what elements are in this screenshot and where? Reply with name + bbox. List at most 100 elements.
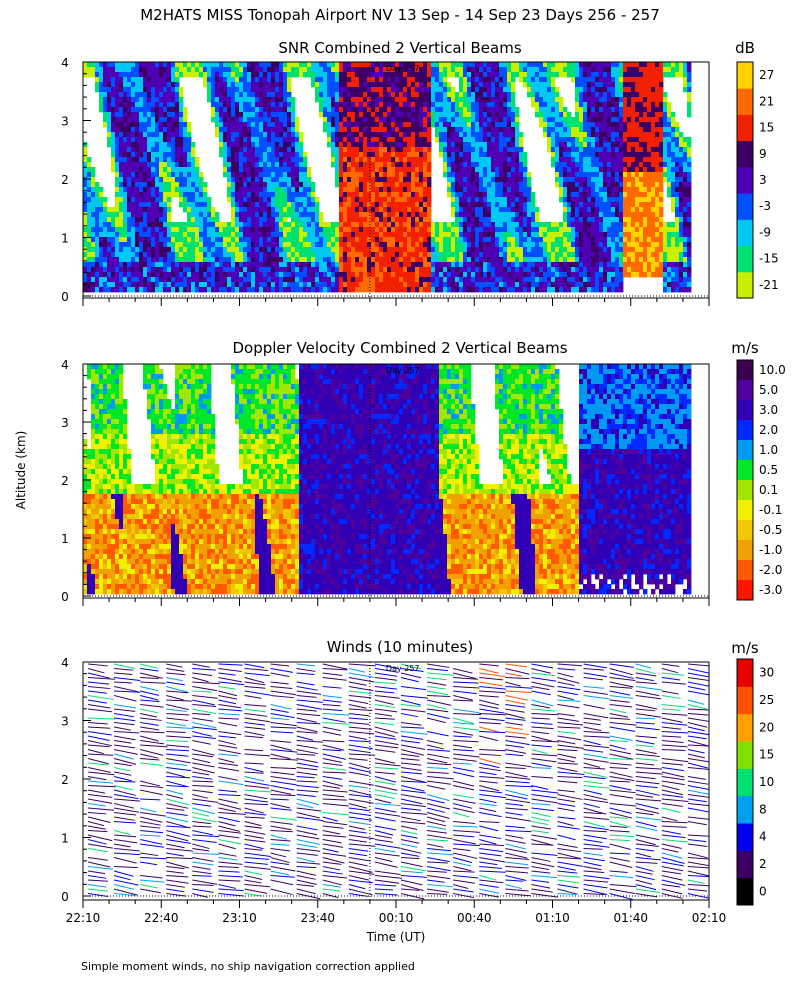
heatmap-cell <box>331 92 336 98</box>
heatmap-cell <box>103 287 108 293</box>
heatmap-cell <box>327 142 332 148</box>
heatmap-cell <box>119 152 124 158</box>
heatmap-cell <box>343 152 348 158</box>
heatmap-cell <box>259 137 264 143</box>
heatmap-cell <box>355 152 360 158</box>
heatmap-cell <box>359 122 364 128</box>
heatmap-cell <box>523 202 528 208</box>
heatmap-cell <box>127 187 132 193</box>
heatmap-cell <box>443 172 448 178</box>
heatmap-cell <box>363 152 368 158</box>
heatmap-cell <box>475 97 480 103</box>
heatmap-cell <box>87 67 92 73</box>
heatmap-cell <box>395 252 400 258</box>
heatmap-cell <box>243 262 248 268</box>
heatmap-cell <box>139 187 144 193</box>
heatmap-cell <box>107 227 112 233</box>
heatmap-cell <box>391 167 396 173</box>
heatmap-cell <box>335 287 340 293</box>
heatmap-cell <box>407 242 412 248</box>
heatmap-cell <box>383 157 388 163</box>
heatmap-cell <box>231 62 236 68</box>
heatmap-cell <box>243 92 248 98</box>
heatmap-cell <box>187 267 192 273</box>
heatmap-cell <box>195 222 200 228</box>
heatmap-cell <box>371 92 376 98</box>
heatmap-cell <box>535 112 540 118</box>
heatmap-cell <box>103 107 108 113</box>
heatmap-cell <box>151 267 156 273</box>
heatmap-cell <box>419 67 424 73</box>
heatmap-cell <box>539 222 544 228</box>
heatmap-cell <box>147 187 152 193</box>
heatmap-cell <box>399 227 404 233</box>
heatmap-cell <box>347 77 352 83</box>
heatmap-cell <box>391 252 396 258</box>
heatmap-cell <box>115 122 120 128</box>
heatmap-cell <box>331 277 336 283</box>
heatmap-cell <box>151 157 156 163</box>
heatmap-cell <box>175 182 180 188</box>
heatmap-cell <box>271 167 276 173</box>
heatmap-cell <box>327 247 332 253</box>
heatmap-cell <box>191 182 196 188</box>
heatmap-cell <box>451 132 456 138</box>
heatmap-cell <box>339 172 344 178</box>
heatmap-cell <box>271 252 276 258</box>
heatmap-cell <box>175 82 180 88</box>
heatmap-cell <box>295 207 300 213</box>
heatmap-cell <box>247 267 252 273</box>
heatmap-cell <box>323 62 328 68</box>
heatmap-cell <box>243 177 248 183</box>
heatmap-cell <box>271 282 276 288</box>
heatmap-cell <box>551 242 556 248</box>
heatmap-cell <box>223 172 228 178</box>
heatmap-cell <box>279 182 284 188</box>
heatmap-cell <box>279 222 284 228</box>
heatmap-cell <box>351 182 356 188</box>
heatmap-cell <box>455 182 460 188</box>
heatmap-cell <box>451 207 456 213</box>
heatmap-cell <box>115 67 120 73</box>
heatmap-cell <box>179 247 184 253</box>
heatmap-cell <box>543 242 548 248</box>
heatmap-cell <box>343 282 348 288</box>
heatmap-cell <box>123 92 128 98</box>
heatmap-cell <box>139 62 144 68</box>
heatmap-cell <box>147 132 152 138</box>
heatmap-cell <box>227 62 232 68</box>
heatmap-cell <box>335 152 340 158</box>
heatmap-cell <box>495 122 500 128</box>
heatmap-cell <box>131 117 136 123</box>
heatmap-cell <box>291 147 296 153</box>
heatmap-cell <box>127 172 132 178</box>
heatmap-cell <box>523 282 528 288</box>
heatmap-cell <box>551 222 556 228</box>
heatmap-cell <box>503 237 508 243</box>
heatmap-cell <box>507 122 512 128</box>
heatmap-cell <box>347 62 352 68</box>
heatmap-cell <box>243 182 248 188</box>
heatmap-cell <box>515 187 520 193</box>
heatmap-cell <box>403 282 408 288</box>
heatmap-cell <box>135 132 140 138</box>
heatmap-cell <box>571 117 576 123</box>
heatmap-cell <box>259 262 264 268</box>
heatmap-cell <box>295 252 300 258</box>
heatmap-cell <box>275 252 280 258</box>
heatmap-cell <box>167 67 172 73</box>
heatmap-cell <box>115 202 120 208</box>
heatmap-cell <box>211 67 216 73</box>
heatmap-cell <box>339 102 344 108</box>
heatmap-cell <box>211 107 216 113</box>
heatmap-cell <box>387 142 392 148</box>
heatmap-cell <box>423 112 428 118</box>
heatmap-cell <box>239 87 244 93</box>
heatmap-cell <box>275 267 280 273</box>
heatmap-cell <box>555 67 560 73</box>
heatmap-cell <box>419 197 424 203</box>
heatmap-cell <box>295 267 300 273</box>
heatmap-cell <box>331 162 336 168</box>
heatmap-cell <box>551 62 556 68</box>
heatmap-cell <box>223 127 228 133</box>
